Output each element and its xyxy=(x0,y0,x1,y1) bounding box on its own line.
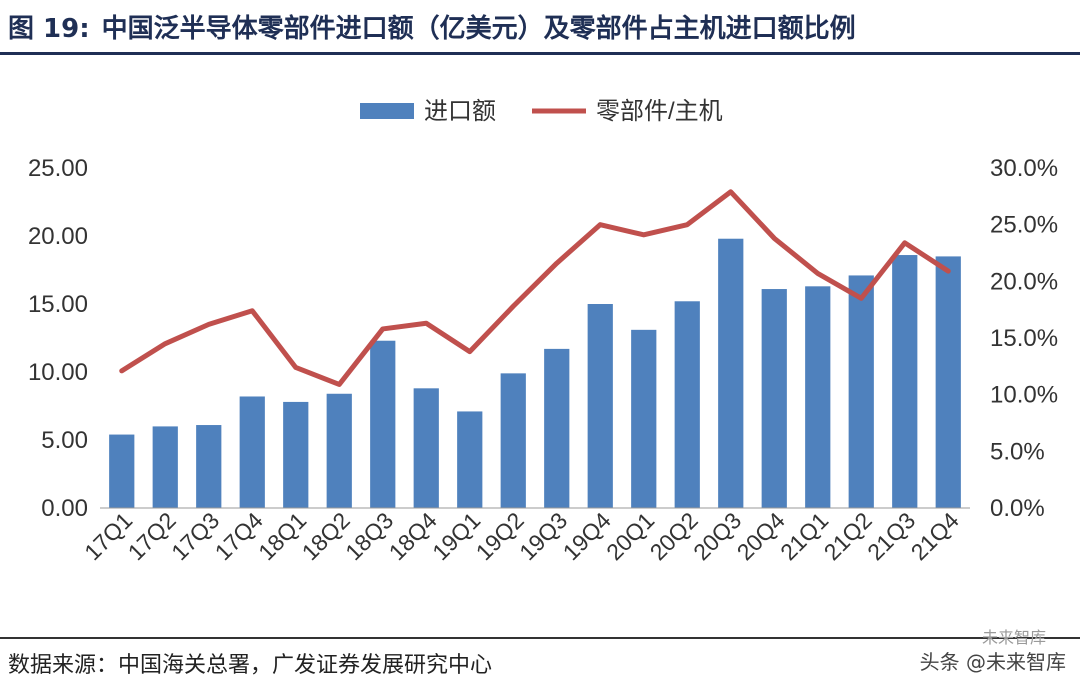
x-tick-label: 19Q3 xyxy=(514,507,572,565)
bar-series xyxy=(109,238,961,508)
bar xyxy=(152,426,178,508)
bar xyxy=(544,348,570,508)
legend-line-label: 零部件/主机 xyxy=(596,98,723,125)
watermark: 头条 @未来智库 xyxy=(919,650,1066,674)
x-tick-label: 18Q4 xyxy=(384,507,442,565)
bar xyxy=(587,304,613,508)
right-tick-label: 30.0% xyxy=(990,155,1058,182)
bar xyxy=(674,301,700,508)
x-tick-label: 21Q3 xyxy=(862,507,920,565)
left-tick-label: 5.00 xyxy=(41,427,88,454)
x-tick-label: 17Q2 xyxy=(123,507,181,565)
x-tick-label: 18Q2 xyxy=(297,507,355,565)
bar xyxy=(631,329,657,508)
figure-title: 图 19: 中国泛半导体零部件进口额（亿美元）及零部件占主机进口额比例 xyxy=(8,8,856,45)
x-tick-label: 20Q1 xyxy=(601,507,659,565)
source-note: 数据来源：中国海关总署，广发证券发展研究中心 xyxy=(8,653,493,678)
bar xyxy=(413,388,439,508)
bar xyxy=(718,238,744,508)
figure-title-text: 中国泛半导体零部件进口额（亿美元）及零部件占主机进口额比例 xyxy=(101,14,856,44)
bar xyxy=(283,401,309,508)
bar xyxy=(892,255,918,508)
bar xyxy=(239,396,265,508)
right-tick-label: 20.0% xyxy=(990,268,1058,295)
x-tick-label: 19Q4 xyxy=(558,507,616,565)
x-tick-label: 18Q1 xyxy=(253,507,311,565)
x-tick-label: 17Q3 xyxy=(166,507,224,565)
watermark-faint: 未来智库 xyxy=(981,628,1046,647)
right-tick-label: 25.0% xyxy=(990,212,1058,239)
right-tick-label: 5.0% xyxy=(990,438,1045,465)
legend: 进口额 零部件/主机 xyxy=(360,98,723,125)
x-tick-label: 19Q1 xyxy=(427,507,485,565)
x-tick-label: 19Q2 xyxy=(471,507,529,565)
left-tick-label: 10.00 xyxy=(28,359,88,386)
left-axis: 0.00 5.00 10.00 15.00 20.00 25.00 xyxy=(28,155,88,522)
left-tick-label: 25.00 xyxy=(28,155,88,182)
bar xyxy=(805,286,831,508)
title-divider xyxy=(0,52,1080,55)
bar xyxy=(196,425,222,508)
bar xyxy=(457,411,483,508)
ratio-line xyxy=(119,189,951,387)
right-tick-label: 15.0% xyxy=(990,325,1058,352)
bar xyxy=(500,373,526,508)
left-tick-label: 0.00 xyxy=(41,495,88,522)
x-tick-label: 21Q4 xyxy=(906,507,964,565)
bar xyxy=(761,289,787,508)
bar xyxy=(370,340,396,508)
x-tick-label: 20Q4 xyxy=(732,507,790,565)
x-tick-label: 17Q4 xyxy=(210,507,268,565)
right-tick-label: 0.0% xyxy=(990,495,1045,522)
legend-bar-label: 进口额 xyxy=(424,98,496,125)
x-tick-label: 20Q3 xyxy=(688,507,746,565)
right-axis: 0.0% 5.0% 10.0% 15.0% 20.0% 25.0% 30.0% xyxy=(990,155,1058,522)
right-tick-label: 10.0% xyxy=(990,382,1058,409)
left-tick-label: 15.00 xyxy=(28,291,88,318)
legend-bar-swatch xyxy=(360,103,414,119)
bar xyxy=(109,434,135,508)
chart: 进口额 零部件/主机 0.00 5.00 10.00 15.00 20.00 25.00 0… xyxy=(28,98,1058,565)
bar xyxy=(848,275,874,508)
left-tick-label: 20.00 xyxy=(28,223,88,250)
x-axis-labels: 17Q117Q217Q317Q418Q118Q218Q318Q419Q119Q2… xyxy=(79,507,964,565)
x-tick-label: 21Q2 xyxy=(819,507,877,565)
bar xyxy=(935,256,961,508)
x-tick-label: 18Q3 xyxy=(340,507,398,565)
x-tick-label: 21Q1 xyxy=(775,507,833,565)
footer-divider xyxy=(0,637,1080,639)
x-tick-label: 20Q2 xyxy=(645,507,703,565)
bar xyxy=(326,393,352,508)
figure-label: 图 19: xyxy=(8,14,90,44)
